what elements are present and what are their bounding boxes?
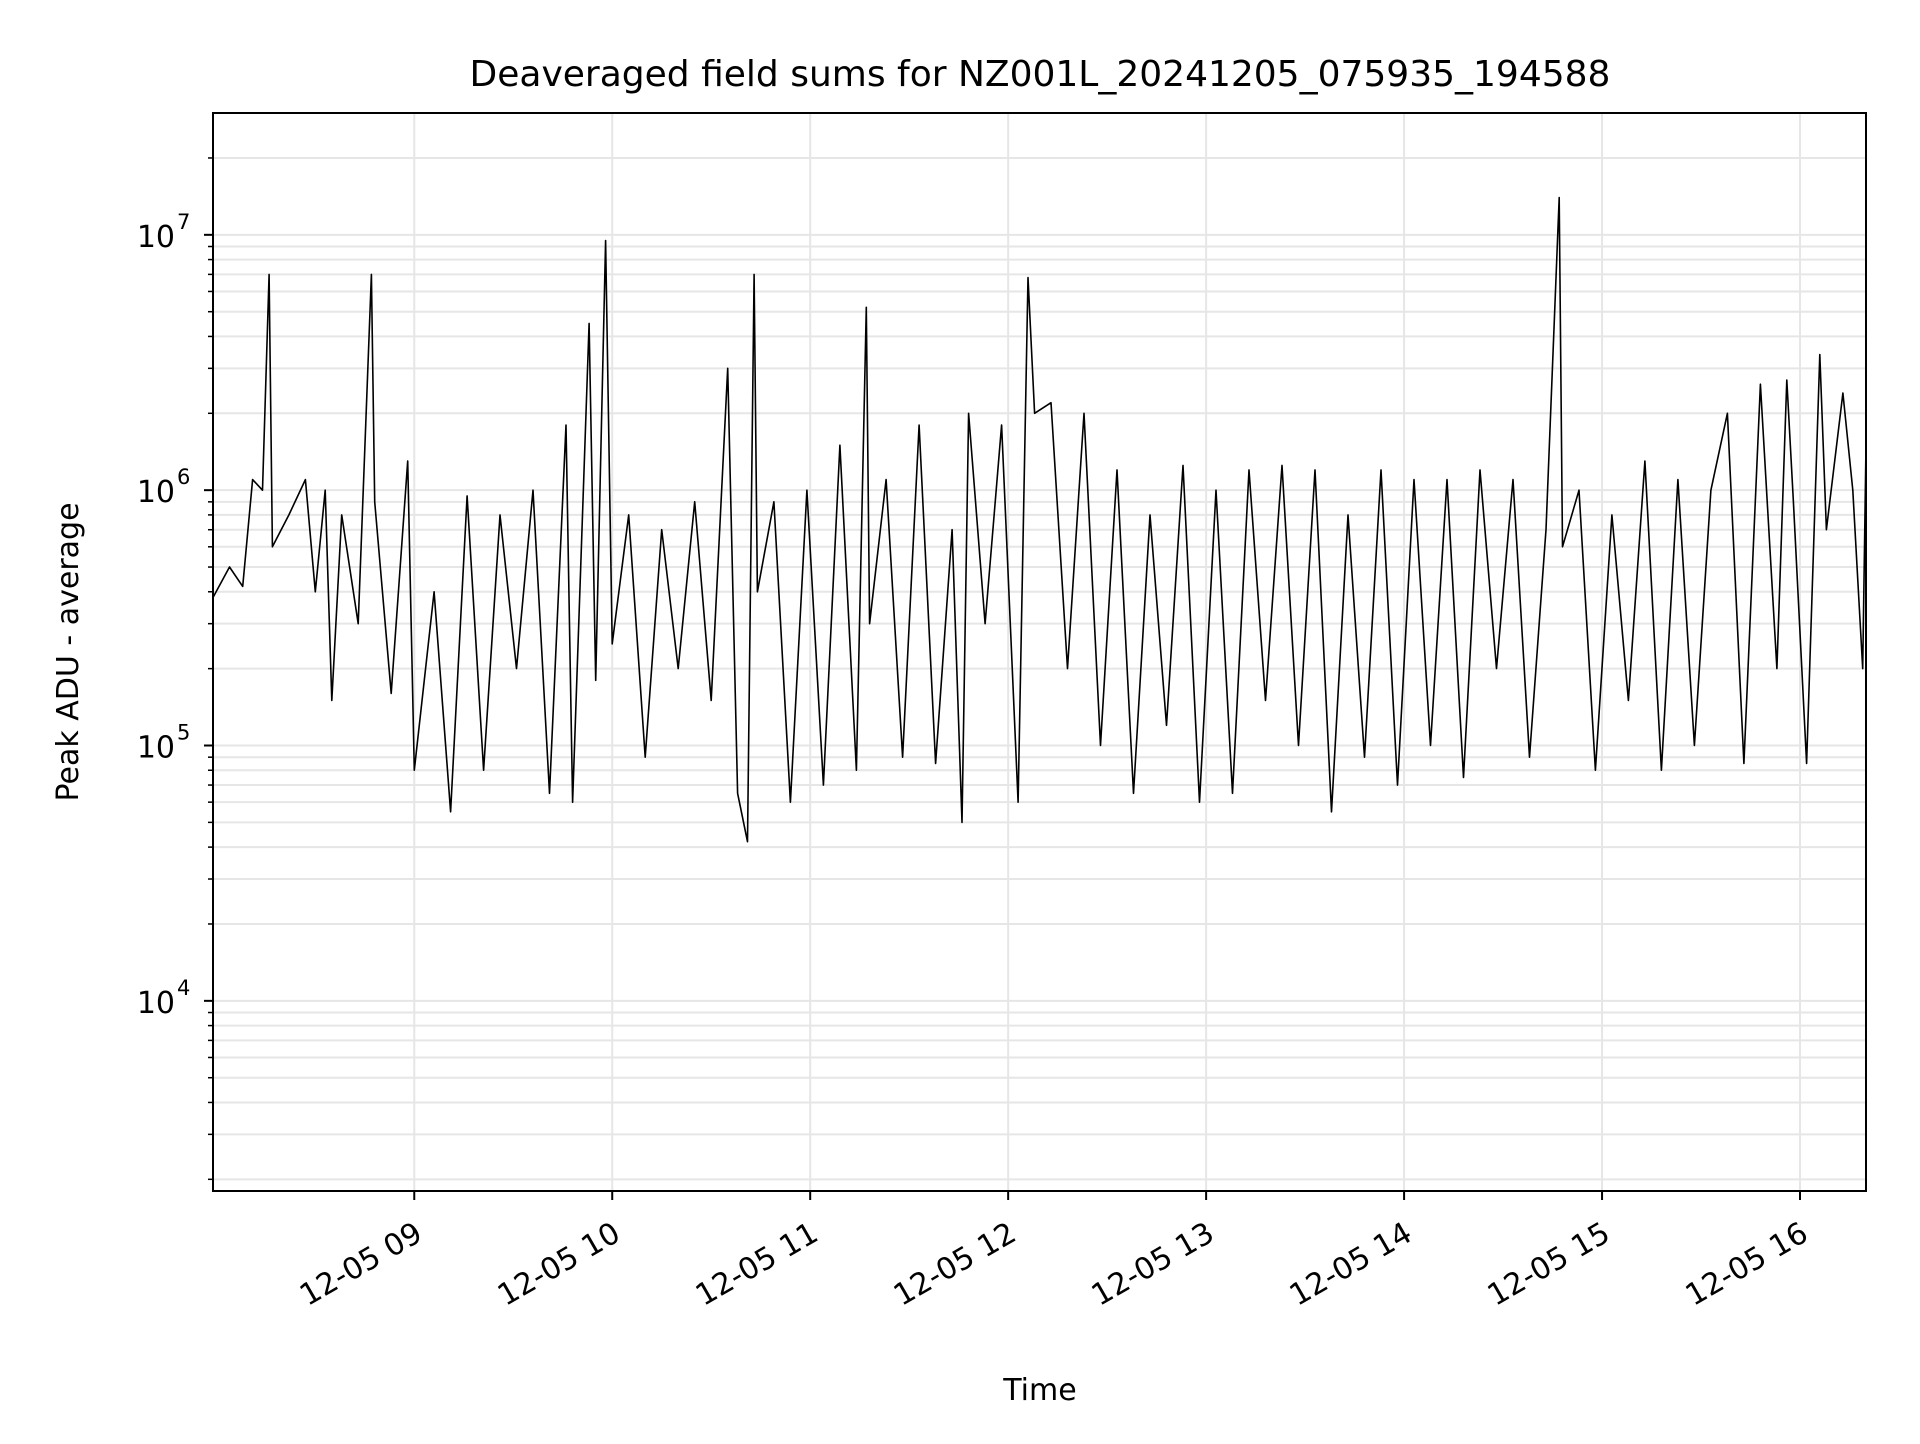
y-tick-label: 10 [137,475,175,510]
y-tick-label-exponent: 4 [177,976,190,1000]
y-tick-label-exponent: 6 [177,465,190,489]
y-tick-label: 10 [137,986,175,1021]
series-line [212,196,1867,843]
y-tick-label: 10 [137,220,175,255]
plot-frame [212,112,1867,1192]
y-axis-label: Peak ADU - average [51,502,86,801]
x-axis-label: Time [1002,1373,1076,1408]
series-layer [212,196,1867,843]
y-tick-label-exponent: 5 [177,721,190,745]
grid [213,113,1866,1191]
chart-title: Deaveraged field sums for NZ001L_2024120… [470,54,1611,95]
y-tick-label: 10 [137,731,175,766]
y-tick-label-exponent: 7 [177,210,190,234]
